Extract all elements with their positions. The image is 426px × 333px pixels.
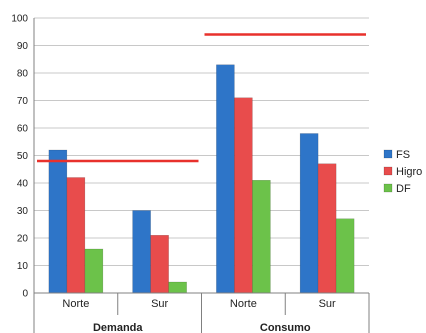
reference-lines — [37, 33, 366, 163]
bar-fs-norte — [216, 64, 235, 294]
y-tick-label: 80 — [17, 69, 29, 80]
axis-labels: 0 10 20 30 40 50 60 70 80 90 100 Norte Sur Norte Sur De… — [11, 14, 336, 333]
bar-df-sur — [335, 218, 355, 294]
y-tick-label: 70 — [17, 96, 29, 107]
y-tick-label: 30 — [17, 206, 29, 217]
x-category-label: Sur — [151, 298, 168, 310]
bar-df-sur — [168, 281, 187, 294]
bar-higro-sur — [150, 235, 169, 294]
y-tick-label: 0 — [22, 289, 28, 300]
x-category-label: Norte — [62, 298, 89, 310]
bar-fs-norte — [48, 149, 68, 294]
x-category-label: Sur — [319, 298, 336, 310]
y-tick-label: 40 — [17, 179, 29, 190]
y-tick-label: 100 — [11, 14, 28, 25]
y-tick-label: 10 — [17, 261, 29, 272]
legend-label-higro: Higro — [396, 166, 422, 178]
legend-swatch-fs — [383, 149, 393, 159]
legend-swatch-higro — [383, 166, 393, 176]
y-tick-label: 20 — [17, 234, 29, 245]
gridlines — [34, 17, 369, 266]
legend-label-fs: FS — [396, 149, 410, 161]
legend-label-df: DF — [396, 183, 411, 195]
group-label-demanda: Demanda — [93, 322, 143, 333]
y-tick-label: 50 — [17, 151, 29, 162]
bar-fs-sur — [132, 210, 151, 294]
axes — [33, 18, 370, 333]
y-tick-label: 60 — [17, 124, 29, 135]
bar-higro-norte — [66, 177, 86, 294]
bar-df-norte — [84, 248, 104, 294]
bar-df-norte — [252, 180, 271, 294]
legend-swatch-df — [383, 183, 393, 193]
bar-fs-sur — [299, 133, 319, 294]
bar-higro-sur — [317, 163, 337, 294]
legend: FS Higro DF — [383, 149, 422, 195]
bars — [48, 64, 355, 294]
y-tick-label: 90 — [17, 41, 29, 52]
bar-higro-norte — [234, 97, 253, 294]
x-category-label: Norte — [230, 298, 257, 310]
group-label-consumo: Consumo — [260, 322, 311, 333]
